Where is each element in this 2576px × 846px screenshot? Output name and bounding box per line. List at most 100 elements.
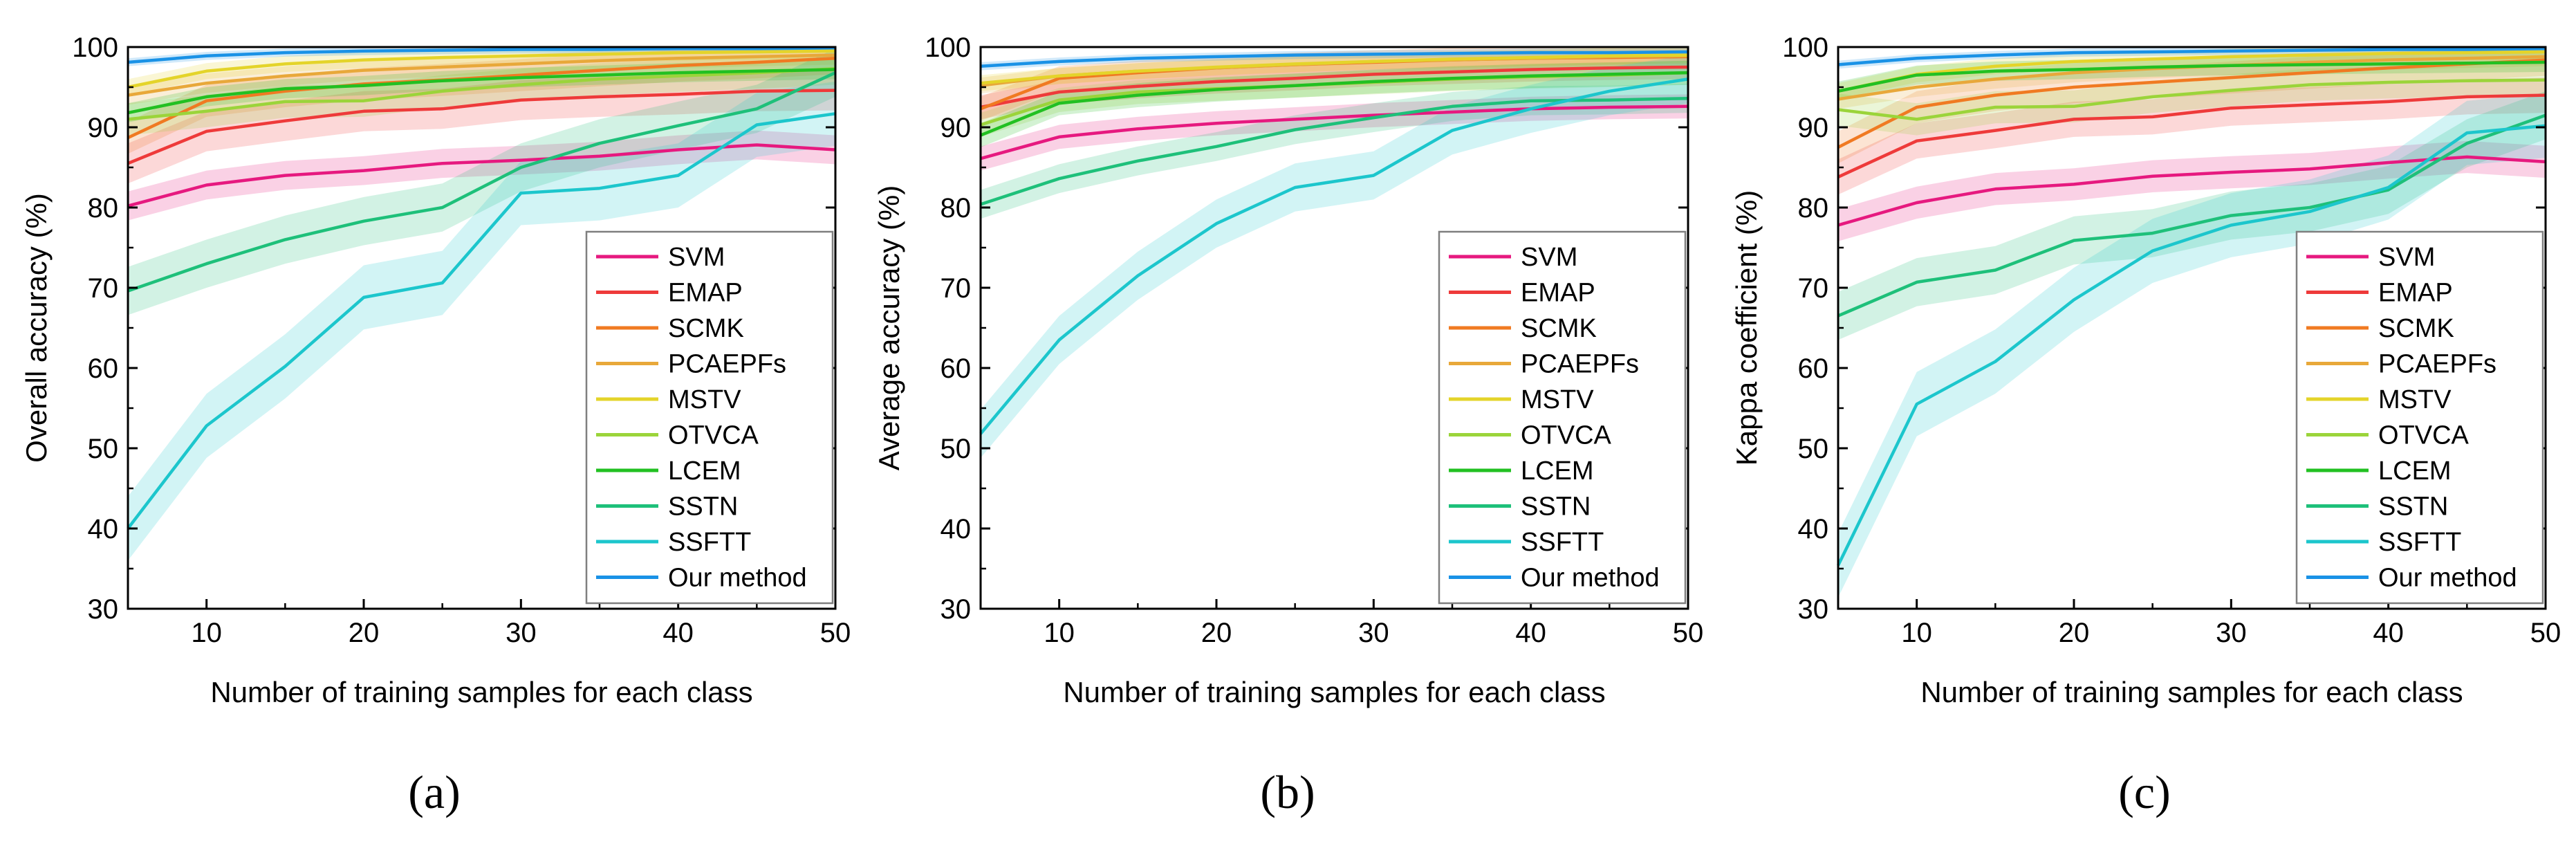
y-tick-label: 80 [940,193,972,223]
series-line-sstn [1837,113,2546,318]
y-tick-label: 90 [1798,113,1829,143]
y-tick-label: 80 [88,193,119,223]
series-line-ssftt [979,77,1689,435]
legend-label-scmk: SCMK [1521,314,1597,343]
y-tick-label: 60 [1798,353,1829,384]
x-tick-label: 50 [2530,618,2561,648]
series-line-emap [1837,93,2546,178]
legend-label-lcem: LCEM [2378,457,2452,486]
legend-label-lcem: LCEM [1521,457,1594,486]
series-line-lcem [1837,60,2546,93]
y-axis-label: Overall accuracy (%) [20,193,53,463]
legend-label-svm: SVM [668,243,725,272]
x-tick-label: 50 [820,618,851,648]
y-tick-label: 80 [1798,193,1829,223]
legend-label-mstv: MSTV [1521,385,1594,414]
y-tick-label: 30 [940,594,972,625]
x-tick-label: 10 [1901,618,1932,648]
series-band-ssftt [981,55,1688,458]
x-axis-label: Number of training samples for each clas… [210,676,752,708]
series-line-emap [127,89,836,165]
series-band-ssftt [128,81,835,561]
panel-label: (a) [408,766,460,818]
series-line-scmk [127,56,836,140]
y-tick-label: 90 [940,113,972,143]
x-tick-label: 20 [2059,618,2090,648]
series-band-otvca [981,60,1688,137]
legend-label-otvca: OTVCA [668,421,759,450]
x-tick-label: 10 [1044,618,1075,648]
series-line-mstv [127,49,836,89]
series-band-sstn [1838,91,2546,340]
legend-label-pcaepfs: PCAEPFs [668,350,786,379]
series-band-svm [128,130,835,221]
chart-panel-2: 30 40 50 60 70 80 90 100 10 20 30 40 50 Number of tra… [873,33,1703,818]
series-line-scmk [1837,58,2546,149]
x-tick-label: 40 [662,618,694,648]
series-band-sstn [128,48,835,315]
series-line-sstn [127,71,836,293]
series-band-ssftt [1838,93,2546,598]
x-tick-label: 30 [2216,618,2247,648]
x-tick-label: 20 [1201,618,1232,648]
x-tick-label: 40 [2373,618,2404,648]
y-tick-label: 40 [1798,514,1829,544]
legend-label-pcaepfs: PCAEPFs [2378,350,2496,379]
legend-label-sstn: SSTN [1521,493,1591,522]
legend-label-mstv: MSTV [668,385,741,414]
x-tick-label: 10 [191,618,222,648]
legend-label-sstn: SSTN [2378,493,2448,522]
y-axis-label: Kappa coefficient (%) [1730,190,1763,466]
series-band-scmk [981,47,1688,121]
legend-label-svm: SVM [1521,243,1577,272]
legend: SVM EMAP SCMK PCAEPFs MSTV OTVCA LCEM SSTN SSFTT… [585,230,834,605]
series-line-mstv [1837,50,2546,93]
series-line-our-method [1837,47,2546,66]
y-tick-label: 100 [925,33,971,63]
legend-label-ssftt: SSFTT [668,528,751,557]
series-line-svm [980,104,1689,160]
legend-label-lcem: LCEM [668,457,741,486]
y-tick-label: 30 [1798,594,1829,625]
legend-label-emap: EMAP [1521,279,1595,308]
y-axis-label: Average accuracy (%) [873,185,905,470]
series-line-lcem [127,68,836,115]
series-line-emap [980,65,1689,109]
y-tick-label: 100 [1782,33,1828,63]
series-line-pcaepfs [127,53,836,97]
legend-label-emap: EMAP [668,279,743,308]
legend-label-our-method: Our method [1521,564,1660,593]
x-tick-label: 30 [1358,618,1389,648]
series-line-otvca [1837,78,2546,121]
legend-label-ssftt: SSFTT [1521,528,1604,557]
legend: SVM EMAP SCMK PCAEPFs MSTV OTVCA LCEM SSTN SSFTT… [1438,230,1687,605]
series-band-pcaepfs [1838,47,2546,109]
panel-label: (c) [2118,766,2170,818]
y-tick-label: 90 [88,113,119,143]
series-line-svm [127,143,836,208]
legend-label-mstv: MSTV [2378,385,2452,414]
x-tick-label: 30 [506,618,537,648]
x-tick-label: 40 [1515,618,1546,648]
y-tick-label: 60 [940,353,972,384]
series-line-lcem [980,71,1689,137]
series-line-mstv [980,53,1689,85]
chart-panel-1: 30 40 50 60 70 80 90 100 10 20 30 40 50 Number of tra… [20,33,851,818]
series-line-ssftt [127,112,836,530]
legend-label-otvca: OTVCA [1521,421,1612,450]
y-tick-label: 50 [940,434,972,464]
y-tick-label: 40 [88,514,119,544]
x-tick-label: 50 [1673,618,1704,648]
y-tick-label: 30 [88,594,119,625]
y-tick-label: 40 [940,514,972,544]
series-band-scmk [1838,47,2546,164]
legend-label-svm: SVM [2378,243,2435,272]
series-line-otvca [127,67,836,121]
y-tick-label: 100 [72,33,118,63]
legend-label-scmk: SCMK [2378,314,2454,343]
legend-label-pcaepfs: PCAEPFs [1521,350,1639,379]
series-band-svm [1838,140,2546,241]
series-line-ssftt [1836,124,2546,567]
series-band-emap [128,70,835,184]
